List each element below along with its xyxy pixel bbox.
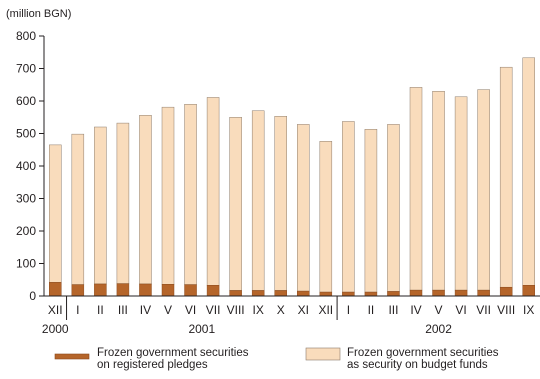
bar-budget-funds xyxy=(522,57,535,286)
x-axis: XII I II III IV V VI VII VIII IX X XI XII I II III IV V VI… xyxy=(42,295,540,336)
bar-budget-funds xyxy=(454,96,468,291)
x-tick-label: VII xyxy=(476,303,491,317)
bar-budget-funds xyxy=(319,141,333,293)
bar-registered-pledges xyxy=(477,289,490,297)
bar-budget-funds xyxy=(229,117,242,291)
year-label: 2001 xyxy=(188,322,215,336)
bar-budget-funds xyxy=(477,89,490,291)
x-tick-label: IX xyxy=(253,303,264,317)
x-tick-label: V xyxy=(164,303,172,317)
bar-registered-pledges xyxy=(364,291,378,297)
bar-budget-funds xyxy=(409,87,423,291)
y-tick-label: 800 xyxy=(16,29,36,43)
y-tick-label: 300 xyxy=(16,192,36,206)
bar-registered-pledges xyxy=(342,291,355,297)
bar-registered-pledges xyxy=(319,291,333,297)
y-axis: 0 100 200 300 400 500 600 700 800 xyxy=(16,29,45,303)
bar-registered-pledges xyxy=(139,283,152,297)
x-tick-label: XII xyxy=(318,303,333,317)
y-tick-label: 600 xyxy=(16,94,36,108)
unit-label: (million BGN) xyxy=(6,8,71,20)
bars-group xyxy=(49,57,535,297)
x-tick-label: VIII xyxy=(497,303,515,317)
bar-registered-pledges xyxy=(49,282,62,297)
x-tick-label: V xyxy=(435,303,443,317)
x-tick-label: I xyxy=(347,303,350,317)
bar-budget-funds xyxy=(116,122,130,284)
bar-registered-pledges xyxy=(274,290,287,297)
x-tick-label: III xyxy=(388,303,398,317)
x-tick-label: X xyxy=(277,303,285,317)
bar-registered-pledges xyxy=(229,290,242,297)
x-tick-label: II xyxy=(368,303,375,317)
bar-budget-funds xyxy=(184,104,197,285)
bar-registered-pledges xyxy=(387,291,400,297)
legend-label: Frozen government securities on registere… xyxy=(97,347,249,371)
x-tick-label: VII xyxy=(206,303,221,317)
x-tick-label: VI xyxy=(185,303,196,317)
x-tick-label: XI xyxy=(298,303,309,317)
legend-swatch xyxy=(305,347,341,361)
bar-registered-pledges xyxy=(251,290,265,297)
x-tick-label: IV xyxy=(140,303,151,317)
x-tick-label: III xyxy=(118,303,128,317)
y-tick-label: 400 xyxy=(16,159,36,173)
bar-registered-pledges xyxy=(432,289,445,297)
bar-registered-pledges xyxy=(297,290,310,297)
x-tick-label: VIII xyxy=(227,303,245,317)
bar-registered-pledges xyxy=(161,284,175,297)
bar-budget-funds xyxy=(342,121,355,293)
x-tick-label: I xyxy=(76,303,79,317)
legend-label: Frozen government securities as security … xyxy=(347,347,499,371)
legend-swatch xyxy=(54,353,90,360)
bar-registered-pledges xyxy=(409,289,423,297)
bar-registered-pledges xyxy=(522,285,535,297)
bar-budget-funds xyxy=(364,129,378,293)
bar-budget-funds xyxy=(274,116,287,291)
y-tick-label: 500 xyxy=(16,127,36,141)
bar-budget-funds xyxy=(387,124,400,292)
y-tick-label: 200 xyxy=(16,224,36,238)
bar-budget-funds xyxy=(71,133,85,285)
bar-budget-funds xyxy=(499,66,513,288)
bar-registered-pledges xyxy=(116,283,130,297)
x-tick-label: IV xyxy=(410,303,421,317)
y-tick-label: 100 xyxy=(16,257,36,271)
x-tick-label: VI xyxy=(455,303,466,317)
bar-registered-pledges xyxy=(184,284,197,297)
bar-budget-funds xyxy=(139,115,152,285)
bar-budget-funds xyxy=(251,110,265,291)
bar-budget-funds xyxy=(432,91,445,291)
bar-registered-pledges xyxy=(454,289,468,297)
bar-budget-funds xyxy=(297,124,310,292)
y-tick-label: 700 xyxy=(16,62,36,76)
bar-budget-funds xyxy=(161,106,175,285)
bar-registered-pledges xyxy=(206,285,220,297)
x-tick-label: XII xyxy=(48,303,63,317)
bar-registered-pledges xyxy=(499,286,513,297)
legend: Frozen government securities on registere… xyxy=(54,347,499,371)
bar-budget-funds xyxy=(94,126,107,285)
bar-budget-funds xyxy=(206,97,220,286)
bar-registered-pledges xyxy=(71,284,85,297)
x-tick-label: IX xyxy=(523,303,534,317)
year-label: 2002 xyxy=(425,322,452,336)
bar-registered-pledges xyxy=(94,283,107,297)
bar-budget-funds xyxy=(49,144,62,283)
year-label: 2000 xyxy=(42,322,69,336)
y-tick-label: 0 xyxy=(29,289,36,303)
x-tick-label: II xyxy=(97,303,104,317)
